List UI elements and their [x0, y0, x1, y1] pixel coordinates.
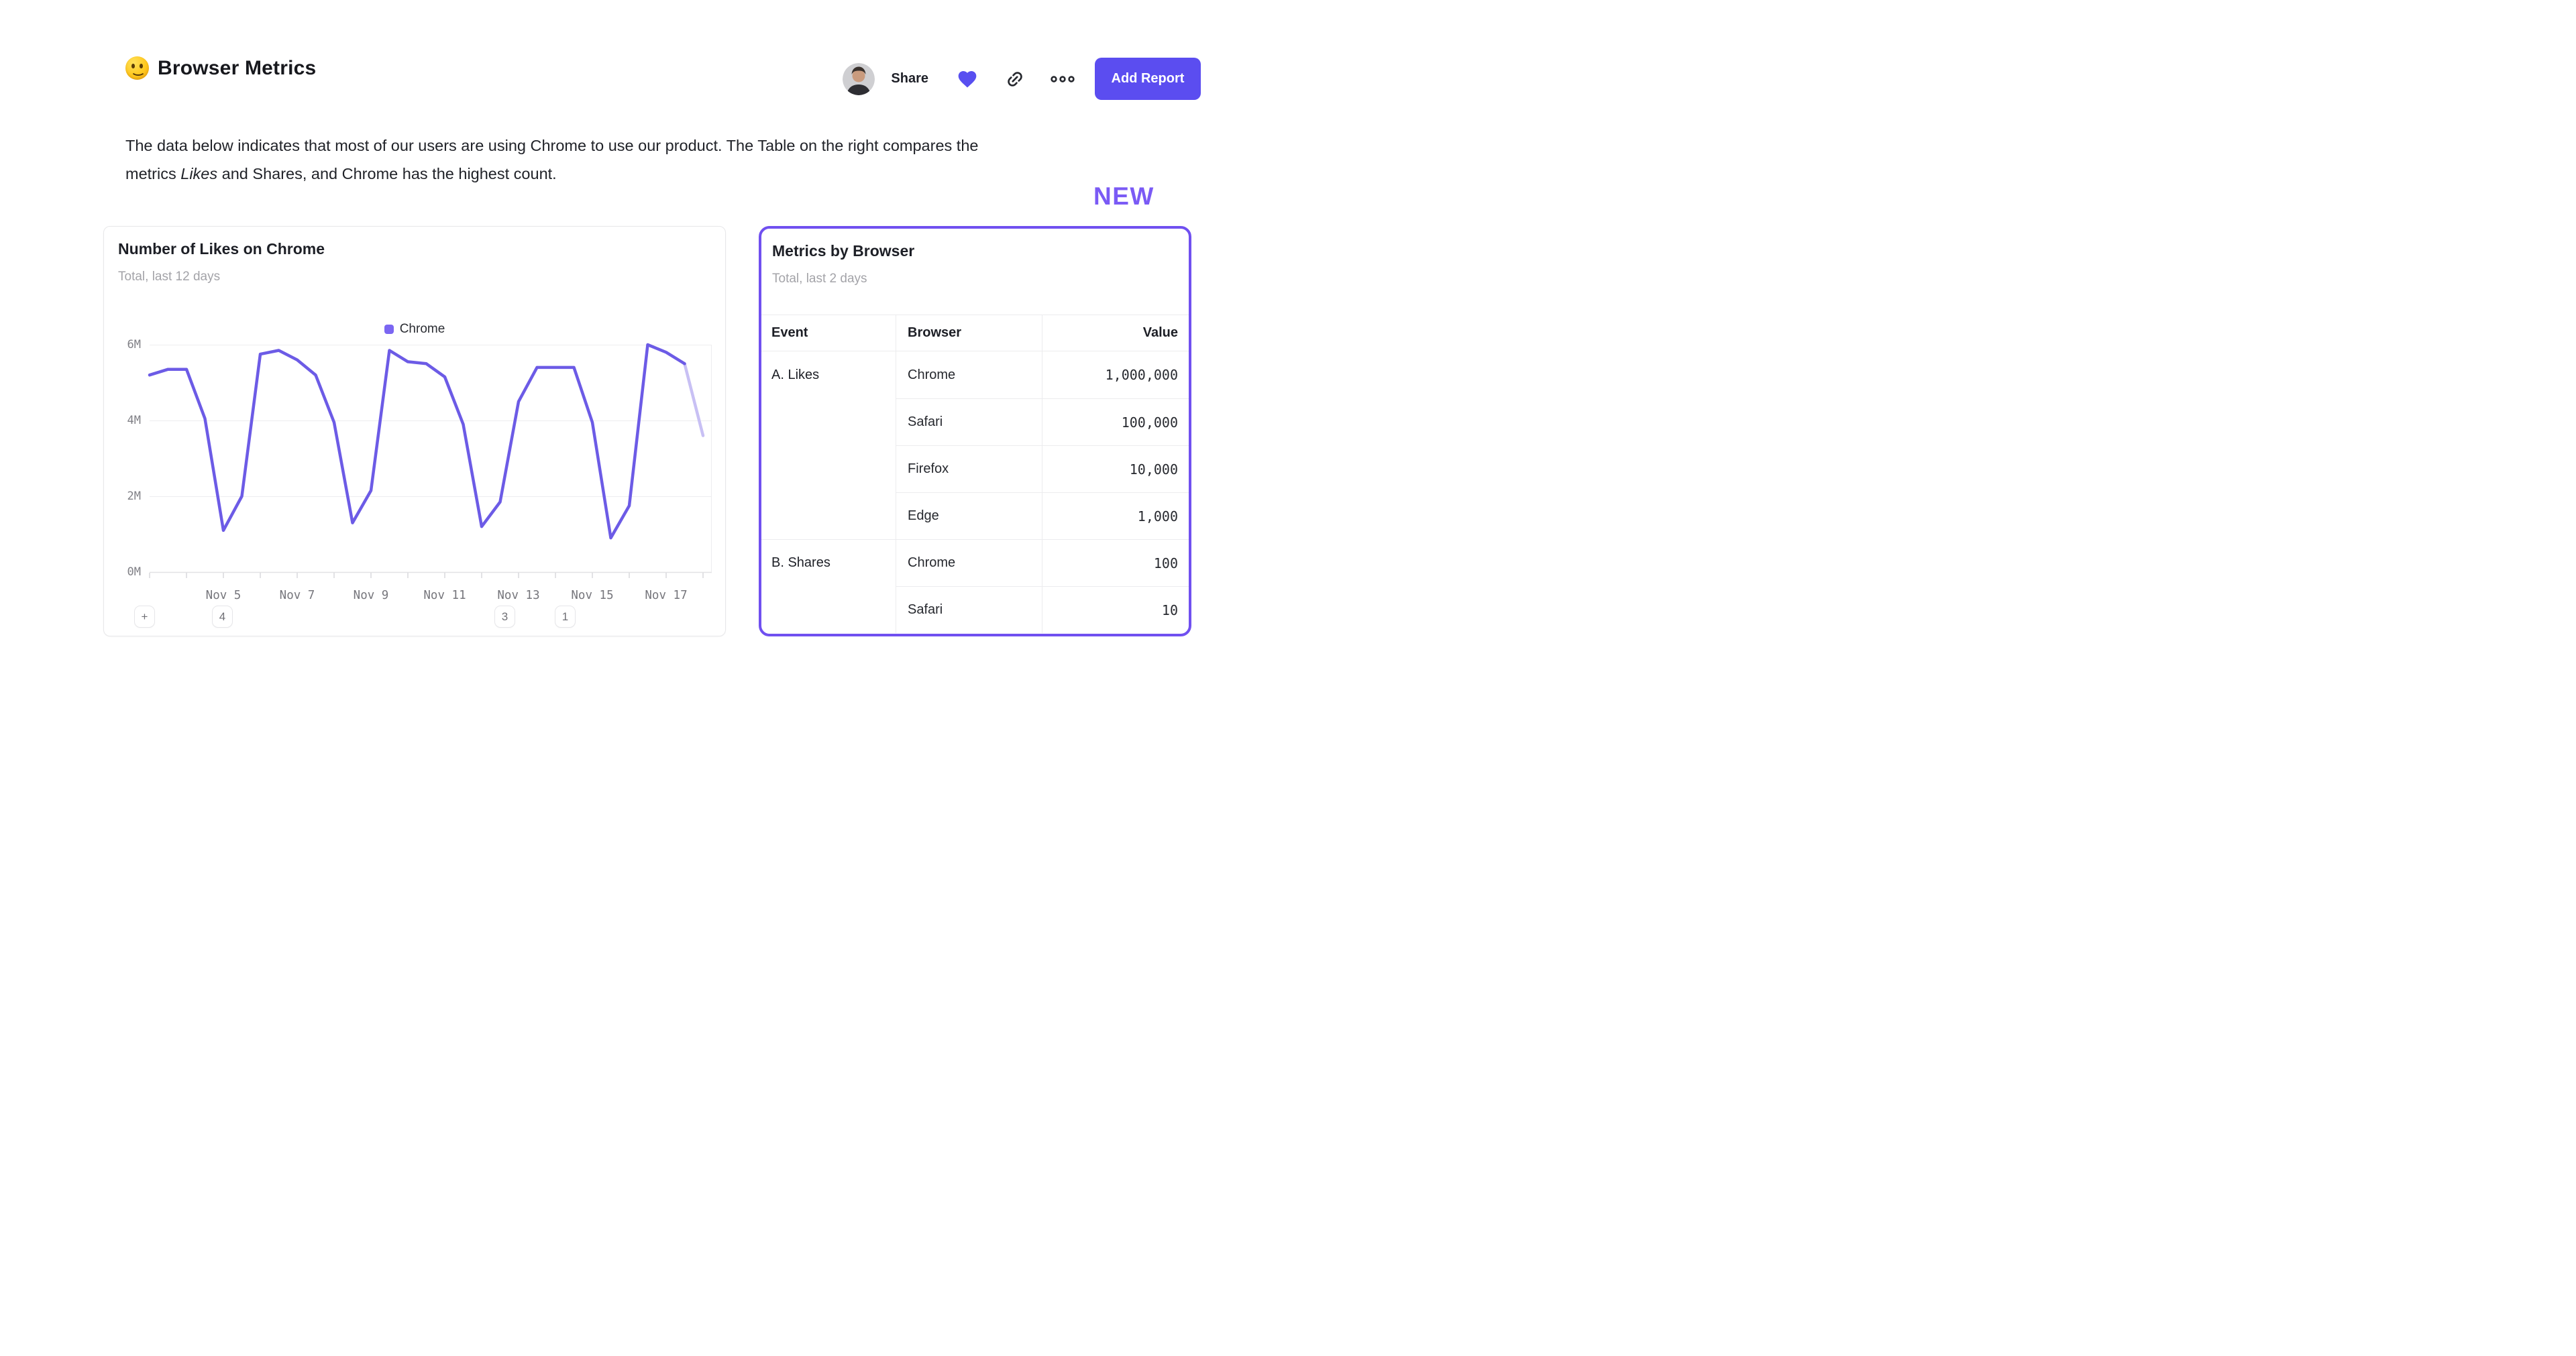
description-text: The data below indicates that most of ou…	[125, 132, 1212, 188]
x-tick-nov15: Nov 15	[571, 589, 614, 602]
metrics-card-title: Metrics by Browser	[772, 242, 915, 260]
chrome-line-series	[148, 343, 686, 540]
x-tick-nov7: Nov 7	[279, 589, 315, 602]
table-row[interactable]: Safari 100,000	[761, 398, 1189, 445]
page-title: Browser Metrics	[158, 56, 317, 79]
column-header-browser: Browser	[896, 315, 1042, 351]
table-header-row: Event Browser Value	[761, 315, 1189, 351]
browser-cell: Edge	[896, 492, 1042, 539]
share-button[interactable]: Share	[891, 71, 928, 86]
avatar[interactable]	[843, 62, 875, 95]
x-axis-ticks	[149, 573, 704, 578]
chart-gridlines	[150, 345, 712, 573]
column-header-value: Value	[1042, 315, 1189, 351]
annotation-chip-3[interactable]: 3	[494, 606, 515, 628]
description-line2-pre: metrics	[125, 164, 181, 182]
event-cell	[761, 398, 896, 445]
likes-card-title: Number of Likes on Chrome	[118, 240, 325, 258]
x-tick-nov13: Nov 13	[497, 589, 540, 602]
chrome-line-faded-tail	[683, 362, 705, 437]
add-report-button[interactable]: Add Report	[1095, 58, 1201, 100]
likes-card-subtitle: Total, last 12 days	[118, 270, 221, 284]
page-header: Browser Metrics	[125, 56, 316, 80]
metrics-table-card: Metrics by Browser Total, last 2 days Ev…	[759, 226, 1191, 636]
favorite-heart-icon[interactable]	[957, 69, 978, 89]
y-tick-2m: 2M	[127, 490, 141, 503]
y-tick-6m: 6M	[127, 338, 141, 351]
metrics-card-subtitle: Total, last 2 days	[772, 272, 867, 286]
event-cell	[761, 586, 896, 633]
x-tick-nov11: Nov 11	[423, 589, 466, 602]
value-cell: 1,000	[1042, 492, 1189, 539]
new-badge: NEW	[1093, 182, 1155, 210]
event-cell: B. Shares	[771, 555, 830, 570]
smiley-emoji-icon	[125, 56, 149, 80]
browser-cell: Safari	[896, 586, 1042, 633]
table-row[interactable]: A. Likes Chrome 1,000,000	[761, 351, 1189, 398]
metrics-table: Event Browser Value A. Likes Chrome 1,00…	[761, 315, 1189, 633]
annotation-chip-1[interactable]: 1	[555, 606, 576, 628]
table-row[interactable]: Safari 10	[761, 586, 1189, 633]
x-tick-nov17: Nov 17	[645, 589, 688, 602]
avatar-image	[843, 62, 875, 95]
y-tick-4m: 4M	[127, 414, 141, 427]
value-cell: 10,000	[1042, 445, 1189, 492]
browser-cell: Safari	[896, 398, 1042, 445]
browser-cell: Chrome	[896, 351, 1042, 398]
event-cell	[761, 445, 896, 492]
event-cell: A. Likes	[771, 367, 820, 382]
table-row[interactable]: Firefox 10,000	[761, 445, 1189, 492]
chart-legend[interactable]: Chrome	[104, 322, 725, 337]
likes-chart-card: Number of Likes on Chrome Total, last 12…	[103, 226, 726, 636]
column-header-event: Event	[771, 325, 808, 340]
value-cell: 10	[1042, 586, 1189, 633]
event-cell	[761, 492, 896, 539]
more-options-icon[interactable]	[1051, 75, 1075, 83]
value-cell: 100	[1042, 540, 1189, 586]
browser-cell: Firefox	[896, 445, 1042, 492]
description-likes-italic: Likes	[180, 164, 218, 182]
likes-line-chart[interactable]	[148, 343, 712, 578]
header-actions: Share Add Report	[843, 58, 1201, 100]
browser-metrics-page: Browser Metrics Share	[0, 0, 1288, 678]
value-cell: 100,000	[1042, 398, 1189, 445]
x-tick-nov9: Nov 9	[353, 589, 389, 602]
browser-cell: Chrome	[896, 540, 1042, 586]
table-row[interactable]: Edge 1,000	[761, 492, 1189, 539]
description-line1: The data below indicates that most of ou…	[125, 137, 979, 154]
description-line2-post: and Shares, and Chrome has the highest c…	[217, 164, 557, 182]
legend-label-chrome: Chrome	[399, 322, 445, 336]
annotation-chip-4[interactable]: 4	[212, 606, 233, 628]
add-annotation-chip[interactable]: +	[134, 606, 155, 628]
y-tick-0m: 0M	[127, 565, 141, 579]
value-cell: 1,000,000	[1042, 351, 1189, 398]
copy-link-icon[interactable]	[1005, 69, 1025, 89]
legend-swatch-chrome	[384, 325, 394, 334]
table-row[interactable]: B. Shares Chrome 100	[761, 539, 1189, 586]
x-tick-nov5: Nov 5	[205, 589, 241, 602]
